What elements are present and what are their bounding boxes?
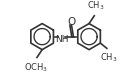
Text: CH$_3$: CH$_3$ bbox=[100, 52, 118, 64]
Text: OCH$_3$: OCH$_3$ bbox=[24, 61, 48, 74]
Text: CH$_3$: CH$_3$ bbox=[87, 0, 104, 13]
Text: O: O bbox=[67, 17, 76, 27]
Text: NH: NH bbox=[55, 35, 68, 44]
